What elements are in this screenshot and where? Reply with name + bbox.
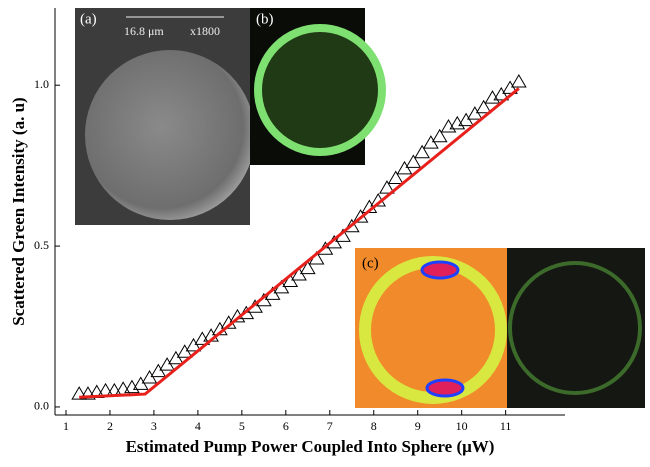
x-tick-label: 2 — [107, 419, 113, 433]
x-tick-label: 6 — [283, 419, 289, 433]
x-tick-label: 3 — [151, 419, 157, 433]
x-tick-label: 11 — [500, 419, 512, 433]
data-point — [440, 119, 457, 133]
fit-line — [79, 87, 520, 399]
inset-c2 — [507, 248, 645, 408]
y-tick-label: 1.0 — [34, 77, 49, 91]
insets: (a) 16.8 μm x1800 (b) (c) — [75, 8, 645, 408]
sphere-a — [85, 50, 255, 220]
data-point — [405, 154, 422, 168]
data-point — [124, 379, 140, 394]
x-tick-label: 9 — [415, 419, 421, 433]
y-axis-label: Scattered Green Intensity (a. u) — [9, 97, 28, 325]
mag-text: x1800 — [190, 24, 220, 38]
ring-c2 — [508, 261, 642, 395]
data-point — [379, 180, 395, 194]
x-tick-label: 4 — [195, 419, 201, 433]
x-tick-label: 7 — [327, 419, 333, 433]
x-axis-label: Estimated Pump Power Coupled Into Sphere… — [126, 437, 495, 456]
data-point — [475, 99, 492, 114]
hotspot — [420, 260, 460, 280]
data-point — [299, 260, 316, 275]
x-tick-label: 5 — [239, 419, 245, 433]
data-point — [387, 170, 404, 185]
data-point — [431, 128, 448, 143]
data-point — [414, 144, 430, 159]
sphere-b — [254, 24, 386, 156]
data-point — [343, 218, 360, 233]
label-c: (c) — [362, 255, 379, 271]
label-a: (a) — [80, 11, 97, 27]
x-tick-label: 1 — [63, 419, 69, 433]
x-tick-label: 10 — [456, 419, 468, 433]
hotspot — [425, 378, 465, 398]
data-point — [510, 74, 527, 88]
data-point — [80, 386, 96, 400]
data-point — [484, 90, 501, 104]
x-tick-label: 8 — [371, 419, 377, 433]
y-tick-label: 0.0 — [34, 399, 49, 413]
y-tick-label: 0.5 — [34, 238, 49, 252]
scale-text: 16.8 μm — [124, 24, 164, 38]
label-b: (b) — [256, 11, 274, 27]
data-point — [71, 386, 88, 400]
